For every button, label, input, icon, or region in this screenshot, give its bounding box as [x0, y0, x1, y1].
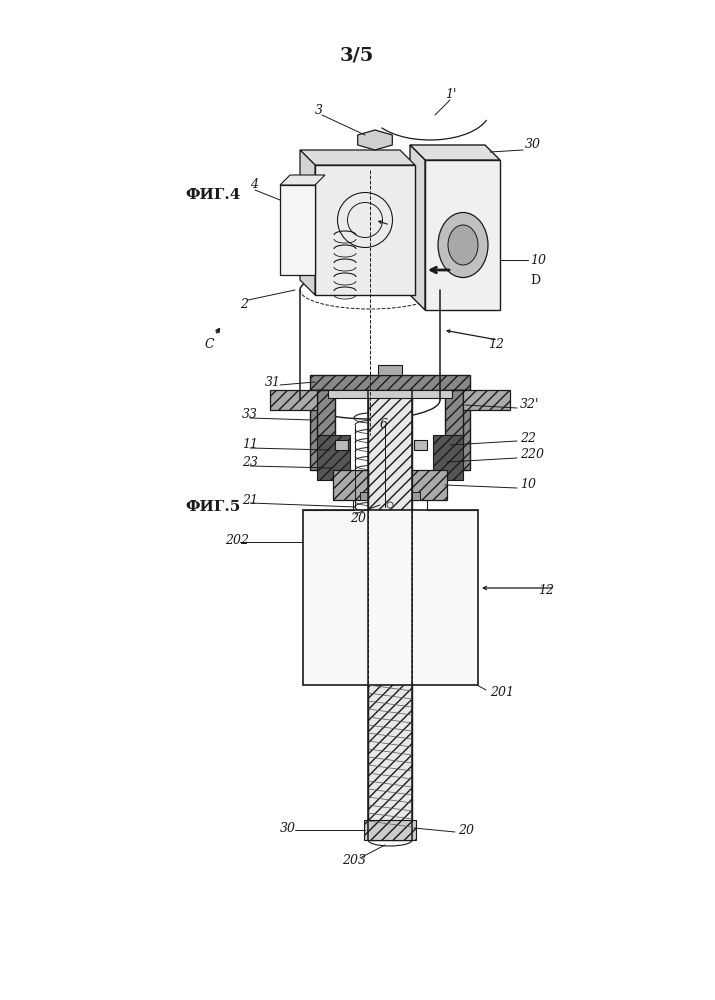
Text: 201: 201: [490, 686, 514, 700]
Text: ФИГ.5: ФИГ.5: [185, 500, 240, 514]
Bar: [414, 440, 427, 450]
Text: 31: 31: [265, 375, 281, 388]
Bar: [270, 390, 317, 410]
Text: D: D: [530, 273, 540, 286]
Bar: [463, 390, 510, 410]
Text: 23: 23: [242, 456, 258, 470]
Text: 10: 10: [520, 479, 536, 491]
Text: 203: 203: [342, 854, 366, 866]
Bar: [317, 390, 335, 440]
Bar: [333, 470, 368, 500]
Text: 3/5: 3/5: [340, 46, 374, 64]
Polygon shape: [280, 175, 325, 185]
Bar: [433, 435, 463, 480]
Bar: [368, 390, 412, 840]
Polygon shape: [300, 150, 315, 295]
Ellipse shape: [440, 442, 450, 452]
Text: 3: 3: [315, 104, 323, 116]
Bar: [412, 470, 447, 500]
Bar: [310, 390, 328, 470]
Text: 30: 30: [280, 822, 296, 834]
Text: 12: 12: [488, 338, 504, 352]
Ellipse shape: [440, 436, 450, 444]
Polygon shape: [358, 130, 393, 150]
Bar: [317, 435, 350, 480]
Text: ФИГ.4: ФИГ.4: [185, 188, 240, 202]
Text: 33: 33: [242, 408, 258, 422]
Text: 220: 220: [520, 448, 544, 462]
Ellipse shape: [332, 456, 341, 466]
Polygon shape: [425, 160, 500, 310]
Text: 4: 4: [250, 178, 258, 192]
Ellipse shape: [440, 456, 450, 466]
Bar: [378, 365, 402, 375]
Bar: [360, 492, 368, 500]
Ellipse shape: [440, 450, 450, 458]
Text: 12: 12: [538, 584, 554, 596]
Text: 20: 20: [350, 512, 366, 524]
Polygon shape: [315, 165, 415, 295]
Bar: [452, 390, 470, 470]
Text: 21: 21: [242, 493, 258, 506]
Bar: [445, 390, 463, 440]
Bar: [310, 375, 470, 390]
Ellipse shape: [327, 436, 337, 444]
Polygon shape: [410, 145, 425, 310]
Text: 2: 2: [240, 298, 248, 312]
Text: C: C: [205, 338, 214, 352]
Text: 10: 10: [530, 253, 546, 266]
Ellipse shape: [331, 450, 340, 458]
Ellipse shape: [329, 442, 338, 452]
Ellipse shape: [438, 213, 488, 277]
Text: 11: 11: [242, 438, 258, 452]
Text: 202: 202: [225, 534, 249, 546]
Polygon shape: [280, 185, 315, 275]
Text: 30: 30: [525, 138, 541, 151]
Polygon shape: [410, 145, 500, 160]
Bar: [412, 492, 420, 500]
Ellipse shape: [448, 225, 478, 265]
Bar: [364, 820, 416, 840]
Text: 1': 1': [445, 89, 456, 102]
Bar: [303, 510, 478, 685]
Text: 20: 20: [458, 824, 474, 836]
Bar: [335, 440, 348, 450]
Polygon shape: [300, 150, 415, 165]
Text: 22: 22: [520, 432, 536, 444]
Bar: [328, 390, 452, 398]
Text: 6: 6: [380, 418, 388, 432]
Text: 32': 32': [520, 398, 539, 412]
